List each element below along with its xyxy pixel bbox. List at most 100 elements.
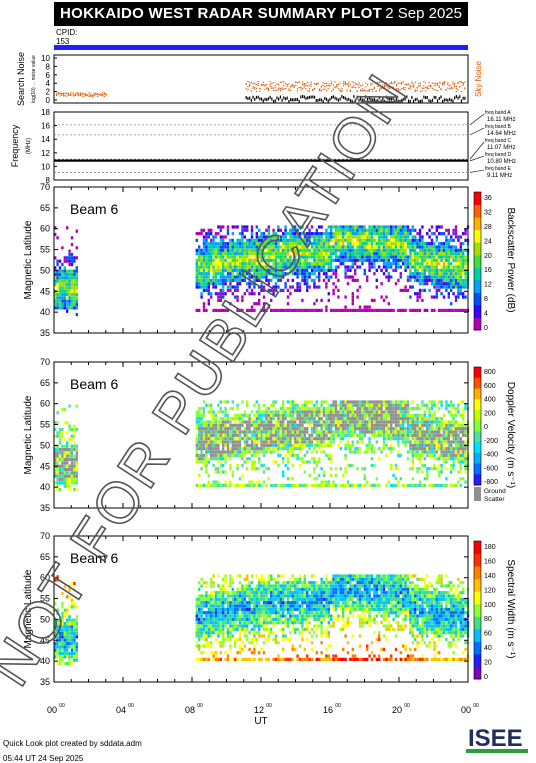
heatmap-cell — [219, 298, 222, 302]
heatmap-cell — [217, 410, 220, 414]
heatmap-cell — [418, 275, 422, 279]
heatmap-cell — [370, 420, 374, 424]
heatmap-cell — [248, 278, 251, 282]
heatmap-cell — [243, 447, 246, 451]
heatmap-cell — [294, 255, 297, 259]
heatmap-cell — [462, 242, 465, 246]
heatmap-cell — [378, 258, 381, 262]
heatmap-cell — [462, 450, 465, 454]
noise-point — [425, 86, 427, 89]
heatmap-cell — [272, 228, 275, 232]
heatmap-cell — [286, 400, 290, 404]
heatmap-cell — [229, 262, 232, 266]
heatmap-cell — [411, 443, 414, 447]
cpid-value: 153 — [56, 37, 70, 46]
heatmap-cell — [75, 471, 78, 475]
noise-point — [274, 84, 276, 87]
noise-bar — [279, 95, 281, 99]
heatmap-cell — [421, 258, 424, 262]
heatmap-cell — [334, 245, 338, 249]
heatmap-cell — [279, 268, 282, 272]
heatmap-cell — [236, 242, 239, 246]
heatmap-cell — [349, 245, 352, 249]
heatmap-cell — [274, 258, 278, 262]
noise-bar — [387, 97, 389, 101]
heatmap-cell — [301, 443, 304, 447]
heatmap-cell — [351, 427, 354, 431]
heatmap-cell — [385, 268, 388, 272]
noise-point — [452, 87, 454, 89]
heatmap-cell — [294, 245, 297, 249]
heatmap-cell — [358, 225, 362, 229]
heatmap-cell — [430, 252, 434, 256]
heatmap-cell — [380, 252, 383, 256]
heatmap-cell — [464, 282, 467, 286]
heatmap-cell — [303, 470, 306, 474]
heatmap-cell — [214, 417, 218, 421]
noise-point — [245, 82, 247, 85]
heatmap-cell — [370, 463, 374, 467]
heatmap-cell — [435, 457, 438, 461]
noise-point — [315, 83, 317, 86]
heatmap-cell — [356, 238, 359, 242]
heatmap-cell — [298, 423, 302, 427]
heatmap-cell — [447, 423, 450, 427]
heatmap-cell — [459, 252, 462, 256]
heatmap-cell — [224, 410, 227, 414]
heatmap-cell — [282, 430, 285, 434]
heatmap-cell — [358, 417, 362, 421]
heatmap-cell — [394, 400, 398, 404]
heatmap-cell — [416, 242, 419, 246]
heatmap-cell — [75, 464, 78, 468]
heatmap-cell — [433, 457, 436, 461]
heatmap-cell — [462, 443, 465, 447]
heatmap-cell — [224, 255, 227, 259]
heatmap-cell — [238, 258, 242, 262]
heatmap-cell — [241, 265, 244, 269]
heatmap-cell — [450, 235, 453, 239]
heatmap-cell — [370, 245, 374, 249]
heatmap-cell — [325, 483, 328, 488]
noise-point — [59, 95, 61, 97]
heatmap-cell — [286, 467, 290, 471]
heatmap-cell — [301, 423, 304, 427]
heatmap-cell — [262, 403, 266, 407]
heatmap-cell — [462, 453, 465, 457]
heatmap-cell — [303, 403, 306, 407]
heatmap-cell — [258, 440, 261, 444]
heatmap-cell — [219, 440, 222, 444]
heatmap-cell — [255, 410, 258, 414]
heatmap-cell — [325, 285, 328, 289]
heatmap-cell — [58, 296, 62, 300]
heatmap-cell — [267, 235, 270, 239]
noise-point — [305, 85, 307, 87]
heatmap-cell — [428, 235, 431, 239]
heatmap-cell — [296, 453, 299, 457]
heatmap-cell — [258, 460, 261, 464]
heatmap-cell — [392, 483, 395, 488]
heatmap-cell — [73, 487, 76, 492]
heatmap-cell — [454, 453, 458, 457]
heatmap-cell — [217, 242, 220, 246]
noise-point — [298, 87, 300, 89]
heatmap-cell — [198, 417, 201, 421]
heatmap-cell — [68, 289, 71, 293]
heatmap-cell — [330, 308, 333, 313]
heatmap-cell — [361, 437, 364, 441]
heatmap-cell — [258, 268, 261, 272]
heatmap-cell — [248, 457, 251, 461]
noise-point — [372, 88, 374, 90]
noise-point — [455, 86, 457, 88]
heatmap-cell — [351, 420, 354, 424]
heatmap-cell — [214, 430, 218, 434]
heatmap-cell — [344, 235, 347, 239]
noise-bar — [454, 96, 456, 100]
heatmap-cell — [325, 423, 328, 427]
heatmap-cell — [198, 457, 201, 461]
heatmap-cell — [339, 483, 342, 488]
heatmap-cell — [308, 232, 311, 236]
heatmap-cell — [277, 245, 280, 249]
heatmap-cell — [421, 298, 424, 302]
heatmap-cell — [274, 248, 278, 252]
colorbar-tick-label: 4 — [484, 311, 488, 318]
